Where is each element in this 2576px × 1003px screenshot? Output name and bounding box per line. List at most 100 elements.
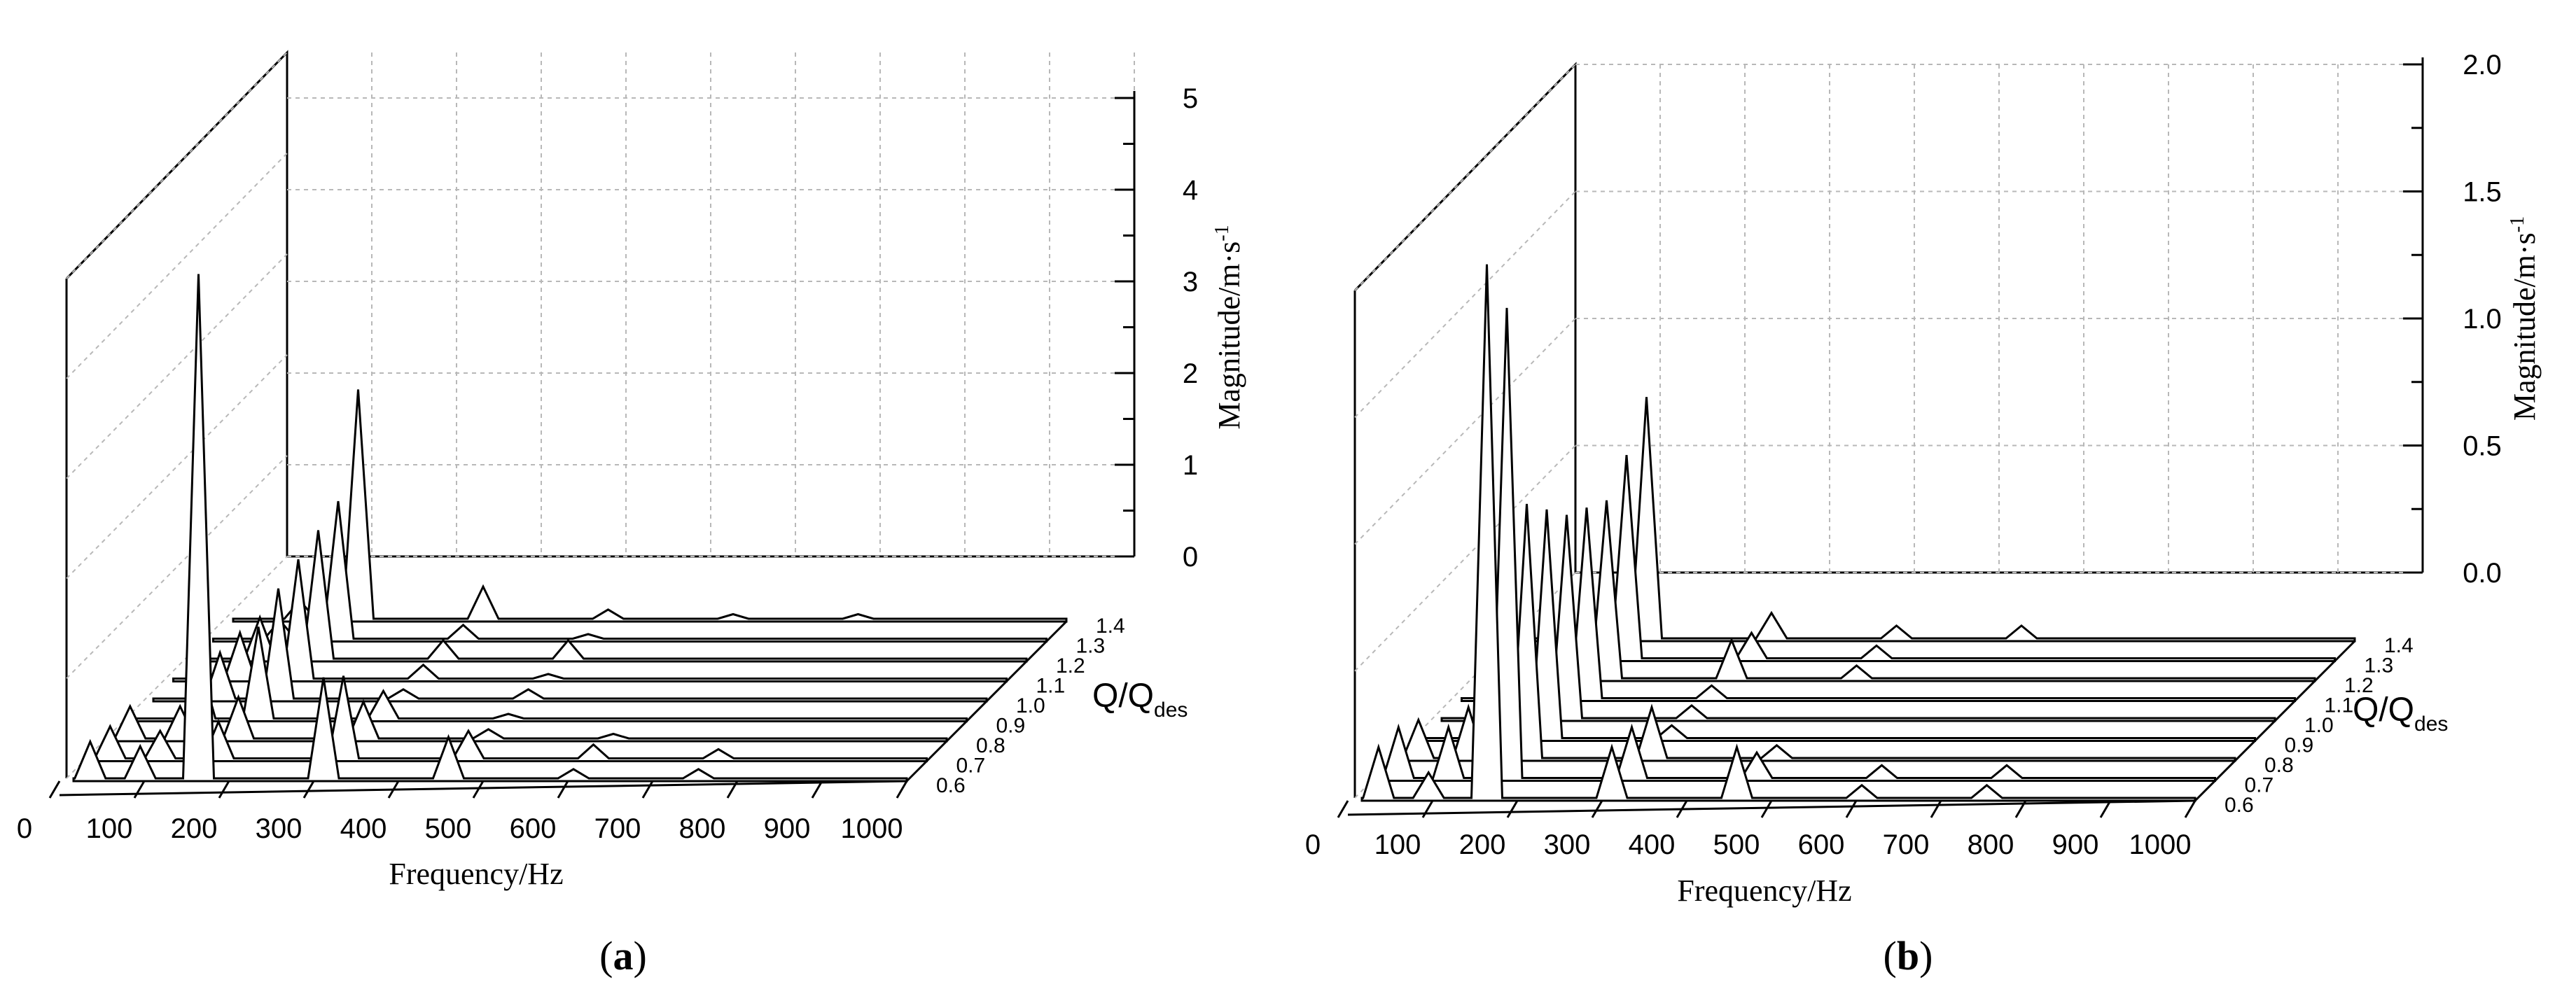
depth-axis-line (2194, 640, 2356, 802)
x-tick (1930, 800, 1942, 818)
y-axis-title: Q/Qdes (1092, 678, 1188, 722)
series-label: 0.7 (956, 755, 986, 778)
x-tick-label: 700 (1883, 829, 1930, 860)
z-tick-label: 5 (1183, 83, 1198, 114)
series-label: 0.7 (2245, 774, 2274, 797)
grid-line (1354, 64, 1576, 291)
z-tick-label: 2.0 (2463, 50, 2502, 80)
z-axis-title-sup: -1 (1211, 225, 1233, 241)
x-tick (1845, 800, 1858, 818)
x-tick-label: 200 (1459, 829, 1506, 860)
z-tick-label: 2 (1183, 358, 1198, 389)
spectrum-0.6 (1360, 264, 2196, 802)
x-tick-label: 300 (256, 813, 302, 844)
grid-line (1354, 318, 1576, 545)
x-tick (2099, 800, 2112, 818)
spectra: 1.41.31.21.11.00.90.80.70.6 (72, 274, 1125, 797)
x-tick (896, 780, 908, 799)
spectrum-0.7 (92, 675, 928, 762)
x-tick (1337, 800, 1349, 818)
x-tick-label: 800 (679, 813, 726, 844)
x-tick-label: 900 (2052, 829, 2099, 860)
spectrum-0.6 (72, 274, 908, 783)
back-wall-edge (65, 50, 1134, 558)
x-axis: 0 100 200 300 400 500 600 700 800 900 1000 Frequenc… (1305, 640, 2356, 908)
z-tick-label: 3 (1183, 267, 1198, 297)
spectra: 1.41.31.21.11.00.90.80.70.6 (1360, 264, 2414, 817)
depth-axis-line (905, 620, 1068, 783)
x-tick-label: 500 (425, 813, 472, 844)
x-tick (2184, 800, 2196, 818)
series-label: 0.9 (2285, 734, 2314, 757)
x-tick (387, 780, 400, 799)
z-tick-label: 0.0 (2463, 558, 2502, 589)
panel-label-close: ) (634, 933, 647, 979)
x-tick (472, 780, 485, 799)
z-tick-label: 1.5 (2463, 177, 2502, 208)
series-label: 1.4 (2384, 634, 2414, 657)
grid-line (66, 354, 288, 580)
z-axis: 0.0 0.5 1.0 1.5 2.0 Magnitude/m·s-1 (2403, 50, 2542, 589)
spectrum-1.3 (1501, 454, 2336, 662)
x-tick-label: 500 (1713, 829, 1760, 860)
x-tick-label: 300 (1544, 829, 1591, 860)
series-label: 1.2 (1056, 654, 1085, 678)
grid-line (1354, 444, 1576, 672)
x-tick-label: 400 (1629, 829, 1676, 860)
spectrum-0.7 (1381, 307, 2216, 782)
spectrum-1.1 (172, 559, 1008, 682)
grid-line (66, 52, 288, 279)
x-tick (218, 780, 230, 799)
z-axis: 0 1 2 3 4 5 Magnitude/m·s-1 (1115, 83, 1246, 573)
z-tick-label: 1 (1183, 450, 1198, 481)
z-tick-label: 0.5 (2463, 431, 2502, 462)
x-tick (302, 780, 315, 799)
x-tick-label: 0 (1305, 829, 1321, 860)
z-axis-title-sup: -1 (2507, 216, 2528, 232)
y-axis-title-sub: des (2414, 713, 2448, 736)
x-tick (1591, 800, 1603, 818)
panel-label-open: ( (1884, 933, 1897, 979)
series-label: 0.8 (2264, 754, 2294, 777)
panel-label-letter: a (613, 933, 634, 979)
grid-line (66, 253, 288, 479)
series-label: 1.3 (2365, 654, 2394, 678)
series-label: 0.6 (2225, 794, 2254, 817)
z-tick-label: 1.0 (2463, 304, 2502, 335)
panel-b: 0.0 0.5 1.0 1.5 2.0 Magnitude/m·s-1 1.41.31.21… (1305, 50, 2542, 979)
x-tick (726, 780, 739, 799)
x-tick (48, 780, 61, 799)
x-tick-label: 600 (510, 813, 557, 844)
x-tick (133, 780, 146, 799)
x-tick-label: 1000 (841, 813, 903, 844)
x-tick-label: 400 (340, 813, 387, 844)
spectrum-0.8 (1400, 503, 2236, 762)
x-tick-label: 100 (1374, 829, 1421, 860)
x-axis-line (59, 780, 907, 797)
panel-label-open: ( (599, 933, 613, 979)
z-axis-title: Magnitude/m·s-1 (2507, 216, 2542, 421)
y-axis-title-sub: des (1154, 699, 1188, 722)
x-tick-label: 700 (594, 813, 641, 844)
spectrum-1.4 (1520, 397, 2356, 643)
series-label: 1.4 (1096, 615, 1125, 638)
grid-line (1354, 190, 1576, 418)
series-label: 1.1 (1036, 675, 1066, 698)
panel-a: 0 1 2 3 4 5 Magnitude/m·s-1 1.41.31.21.11.00.90… (17, 50, 1246, 979)
panel-label-close: ) (1919, 933, 1933, 979)
z-axis-title: Magnitude/m·s-1 (1211, 225, 1246, 429)
x-axis: 0 100 200 300 400 500 600 700 800 900 1000 Frequenc… (17, 620, 1068, 891)
x-tick (1760, 800, 1773, 818)
spectrum-1.1 (1461, 507, 2296, 702)
x-tick (811, 780, 823, 799)
spectrum-1.0 (152, 588, 988, 703)
z-tick-label: 4 (1183, 175, 1198, 206)
x-axis-line (1347, 799, 2196, 816)
x-tick (557, 780, 569, 799)
panel-label-letter: b (1897, 933, 1919, 979)
series-label: 0.9 (996, 715, 1026, 738)
z-tick-label: 0 (1183, 542, 1198, 573)
x-tick (1421, 800, 1434, 818)
x-tick (641, 780, 654, 799)
